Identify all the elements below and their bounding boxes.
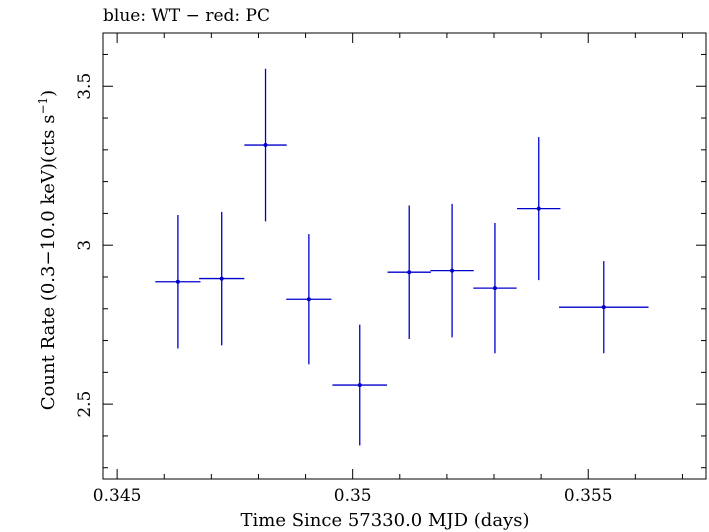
- data-marker: [450, 268, 455, 273]
- y-tick-label: 3: [75, 240, 95, 251]
- data-point: [559, 261, 649, 354]
- data-point: [430, 203, 474, 338]
- data-marker: [306, 297, 311, 302]
- y-tick-label: 2.5: [75, 391, 95, 418]
- data-marker: [407, 270, 412, 275]
- x-axis-label: Time Since 57330.0 MJD (days): [240, 510, 529, 531]
- data-point: [244, 68, 287, 222]
- data-marker: [263, 143, 268, 148]
- data-point: [517, 137, 561, 281]
- data-points: [155, 68, 649, 446]
- data-point: [332, 324, 388, 446]
- y-axis-label: Count Rate (0.3−10.0 keV)(cts s−1): [36, 90, 59, 410]
- data-point: [199, 211, 245, 346]
- plot-frame: [102, 32, 707, 480]
- x-tick-label: 0.345: [93, 486, 142, 506]
- x-tick-label: 0.35: [334, 486, 372, 506]
- data-marker: [175, 279, 180, 284]
- data-point: [155, 214, 201, 349]
- data-marker: [536, 206, 541, 211]
- data-point: [286, 234, 332, 365]
- y-axis-label-end: ): [38, 90, 59, 97]
- y-axis-label-main: Count Rate (0.3−10.0 keV)(cts s: [38, 115, 59, 411]
- y-axis-label-superscript: −1: [36, 97, 50, 115]
- data-marker: [601, 305, 606, 310]
- data-marker: [492, 286, 497, 291]
- data-marker: [357, 383, 362, 388]
- axis-ticks: 0.345 0.35 0.355 2.5 3 3.5: [75, 33, 706, 506]
- chart-title: blue: WT − red: PC: [103, 6, 270, 26]
- data-point: [387, 205, 431, 339]
- y-tick-label: 3.5: [75, 73, 95, 100]
- data-point: [473, 222, 517, 354]
- x-tick-label: 0.355: [564, 486, 613, 506]
- data-marker: [219, 276, 224, 281]
